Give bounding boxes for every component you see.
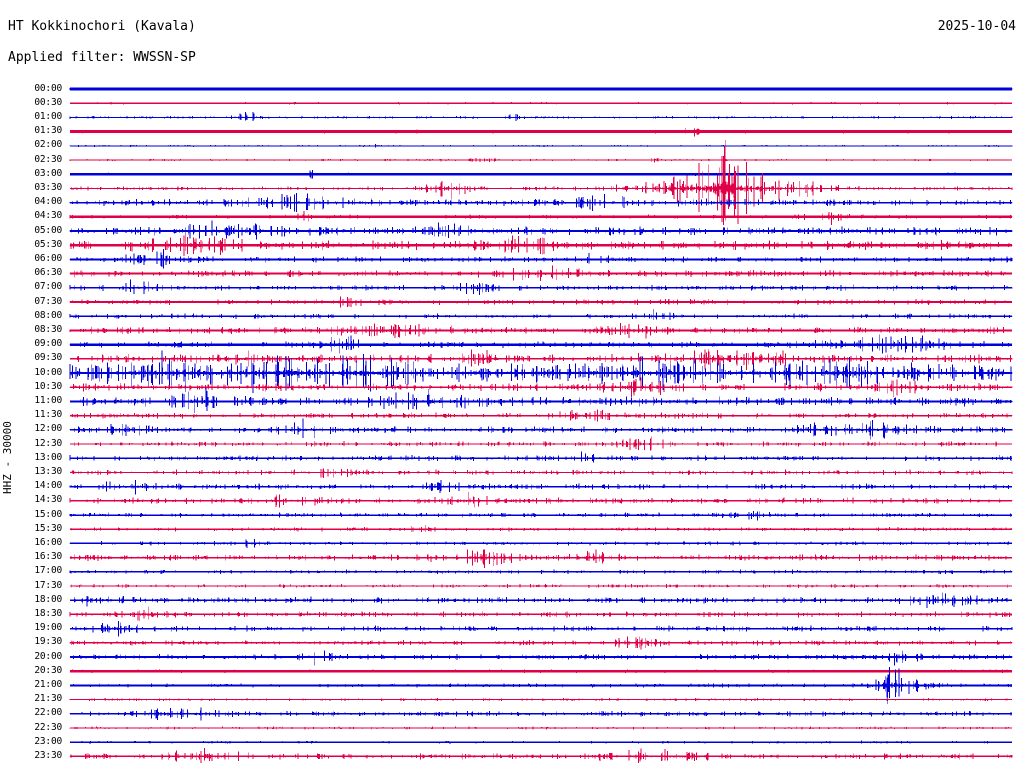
time-label-2130: 21:30 — [34, 693, 62, 705]
time-label-1000: 10:00 — [34, 366, 62, 378]
time-label-0400: 04:00 — [34, 196, 62, 208]
time-label-1400: 14:00 — [34, 480, 62, 492]
time-label-2100: 21:00 — [34, 678, 62, 690]
helicorder-plot: HHZ - 30000 00:00 00:30 01:00 01:30 02:00 02:… — [0, 78, 1024, 780]
time-label-0600: 06:00 — [34, 252, 62, 264]
time-label-2200: 22:00 — [34, 707, 62, 719]
time-label-0000: 00:00 — [34, 82, 62, 94]
time-label-0700: 07:00 — [34, 281, 62, 293]
time-label-1630: 16:30 — [34, 551, 62, 563]
time-label-1730: 17:30 — [34, 579, 62, 591]
time-label-1330: 13:30 — [34, 465, 62, 477]
time-label-2230: 22:30 — [34, 721, 62, 733]
time-label-0030: 00:30 — [34, 96, 62, 108]
time-label-1800: 18:00 — [34, 593, 62, 605]
time-label-0930: 09:30 — [34, 352, 62, 364]
time-label-1500: 15:00 — [34, 508, 62, 520]
time-label-0200: 02:00 — [34, 139, 62, 151]
chart-header: HT Kokkinochori (Kavala) 2025-10-04 Appl… — [0, 0, 1024, 78]
time-label-1200: 12:00 — [34, 423, 62, 435]
time-label-1030: 10:30 — [34, 380, 62, 392]
time-label-0530: 05:30 — [34, 238, 62, 250]
applied-filter-label: Applied filter: WWSSN-SP — [8, 50, 196, 65]
seismogram-traces — [69, 87, 1013, 763]
record-date: 2025-10-04 — [937, 19, 1016, 34]
time-label-0900: 09:00 — [34, 338, 62, 350]
time-label-1230: 12:30 — [34, 437, 62, 449]
time-label-1830: 18:30 — [34, 607, 62, 619]
time-label-1100: 11:00 — [34, 394, 62, 406]
time-label-0500: 05:00 — [34, 224, 62, 236]
time-label-0230: 02:30 — [34, 153, 62, 165]
time-label-0430: 04:30 — [34, 210, 62, 222]
time-label-0630: 06:30 — [34, 267, 62, 279]
time-label-0800: 08:00 — [34, 309, 62, 321]
time-label-1700: 17:00 — [34, 565, 62, 577]
time-label-1300: 13:00 — [34, 451, 62, 463]
time-label-0100: 01:00 — [34, 110, 62, 122]
time-label-0730: 07:30 — [34, 295, 62, 307]
time-label-2030: 20:30 — [34, 664, 62, 676]
time-label-0130: 01:30 — [34, 125, 62, 137]
time-label-1600: 16:00 — [34, 536, 62, 548]
time-label-2300: 23:00 — [34, 735, 62, 747]
station-title: HT Kokkinochori (Kavala) — [8, 19, 196, 34]
time-label-0300: 03:00 — [34, 167, 62, 179]
time-label-0830: 08:30 — [34, 323, 62, 335]
time-label-2330: 23:30 — [34, 749, 62, 761]
time-label-1930: 19:30 — [34, 636, 62, 648]
time-label-2000: 20:00 — [34, 650, 62, 662]
time-label-1530: 15:30 — [34, 522, 62, 534]
time-label-0330: 03:30 — [34, 181, 62, 193]
time-label-1430: 14:30 — [34, 494, 62, 506]
time-label-1900: 19:00 — [34, 622, 62, 634]
time-label-1130: 11:30 — [34, 409, 62, 421]
